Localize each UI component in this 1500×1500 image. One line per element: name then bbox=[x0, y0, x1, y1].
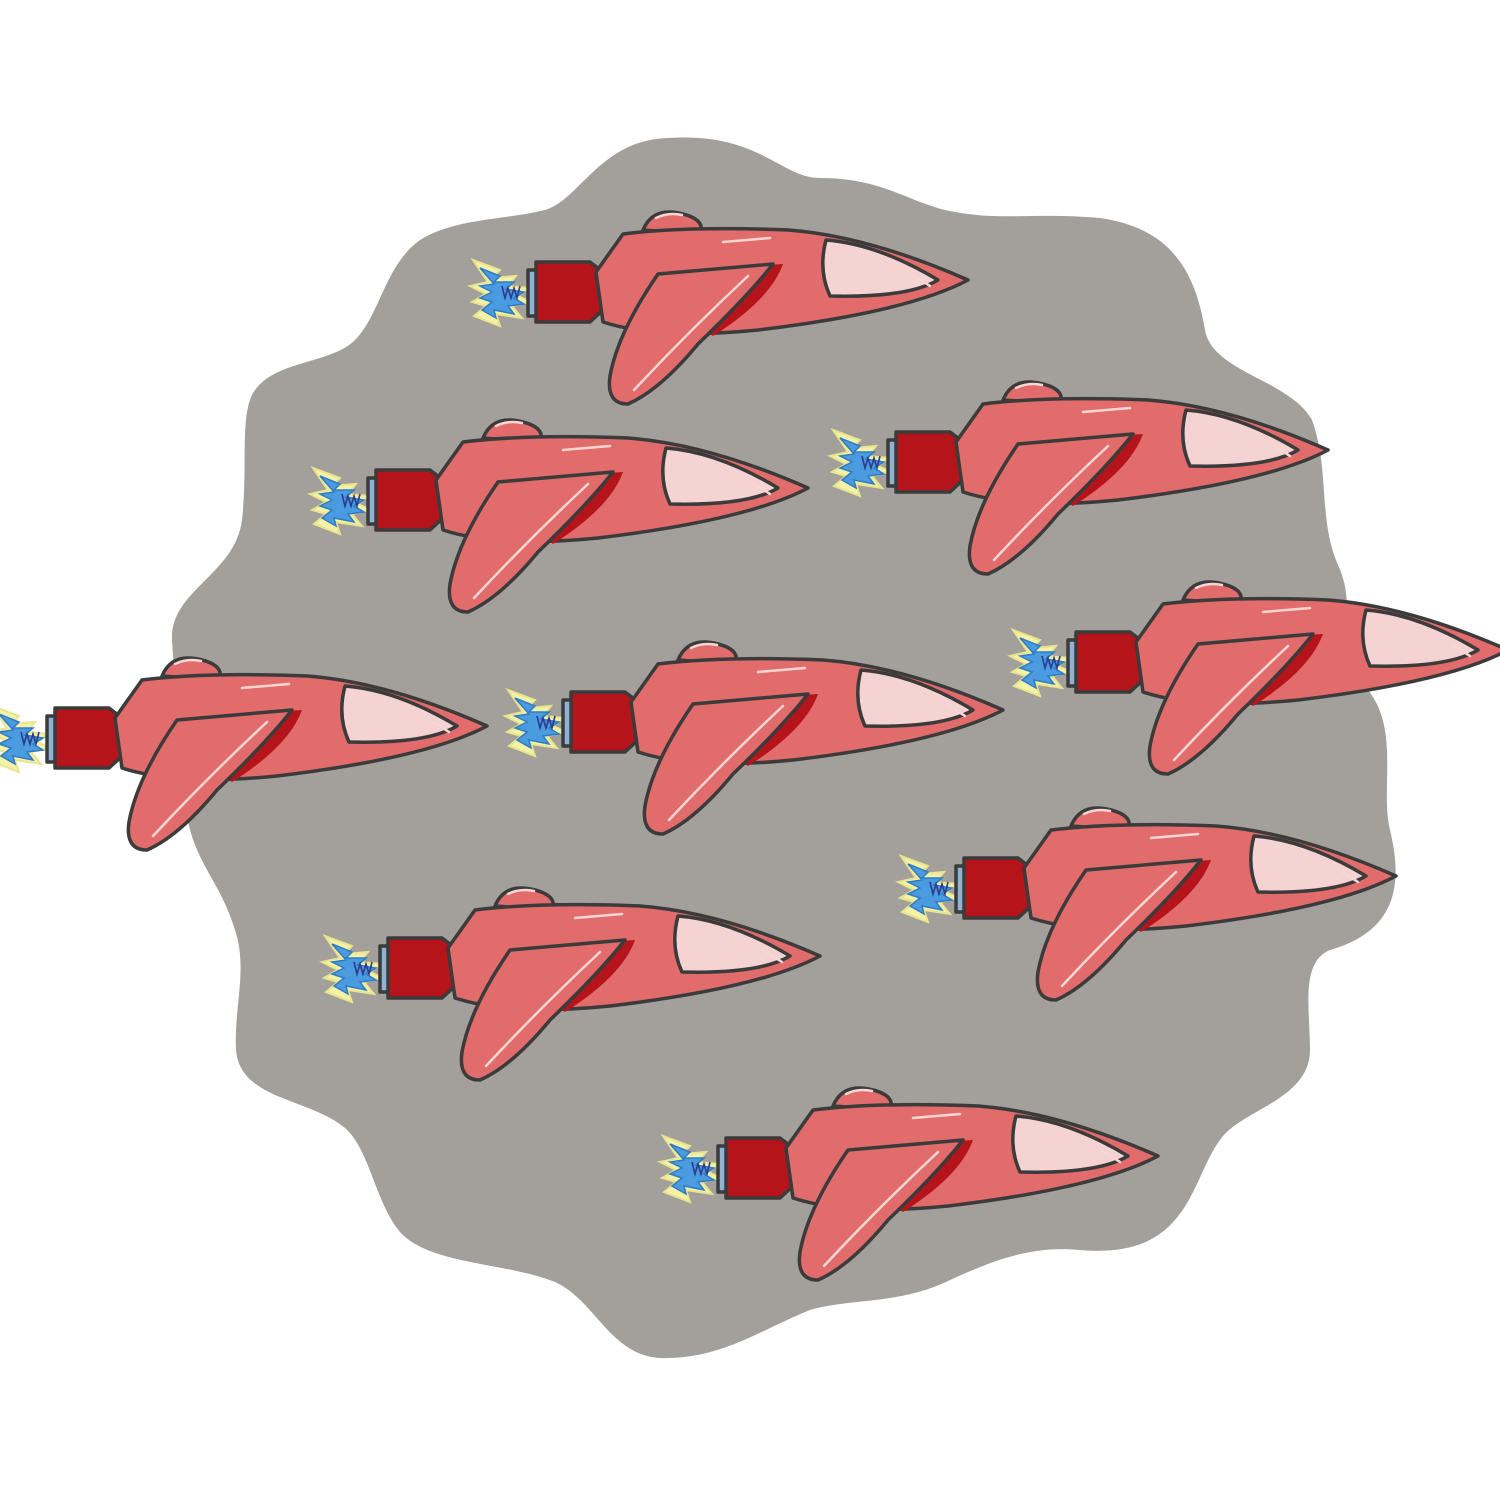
rocket-fleet-illustration bbox=[0, 137, 1500, 1359]
